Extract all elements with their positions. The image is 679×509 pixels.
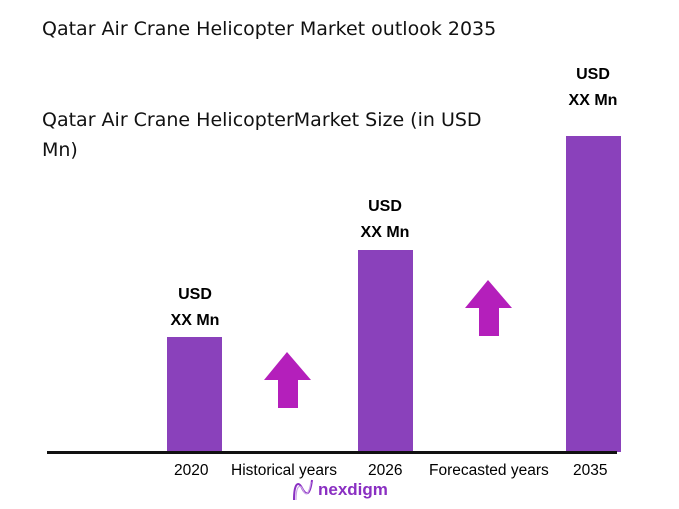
period-label-forecast: Forecasted years (429, 462, 549, 479)
value-label-currency: USD (368, 198, 402, 215)
x-tick-2020: 2020 (174, 462, 209, 479)
value-label-amount: XX Mn (170, 312, 220, 329)
chart-title: Qatar Air Crane Helicopter Market outloo… (42, 18, 497, 40)
chart-subtitle: Qatar Air Crane HelicopterMarket Size (i… (42, 109, 482, 161)
bar-2035 (566, 136, 621, 452)
value-label-amount: XX Mn (568, 92, 618, 109)
logo-text: nexdigm (318, 480, 388, 499)
bar-value-label-2026: USD XX Mn (335, 194, 435, 246)
bar-value-label-2035: USD XX Mn (543, 62, 643, 114)
value-label-currency: USD (178, 286, 212, 303)
x-axis-line (47, 451, 617, 454)
bar-2026 (358, 250, 413, 452)
growth-arrow-icon (465, 280, 512, 336)
value-label-currency: USD (576, 66, 610, 83)
x-tick-2035: 2035 (573, 462, 608, 479)
bar-value-label-2020: USD XX Mn (145, 282, 245, 334)
growth-arrow-icon (264, 352, 311, 408)
x-tick-2026: 2026 (368, 462, 403, 479)
period-label-historical: Historical years (231, 462, 337, 479)
nexdigm-logo: nexdigm (292, 478, 388, 502)
nexdigm-logo-icon (293, 479, 313, 501)
value-label-amount: XX Mn (360, 224, 410, 241)
bar-2020 (167, 337, 222, 452)
